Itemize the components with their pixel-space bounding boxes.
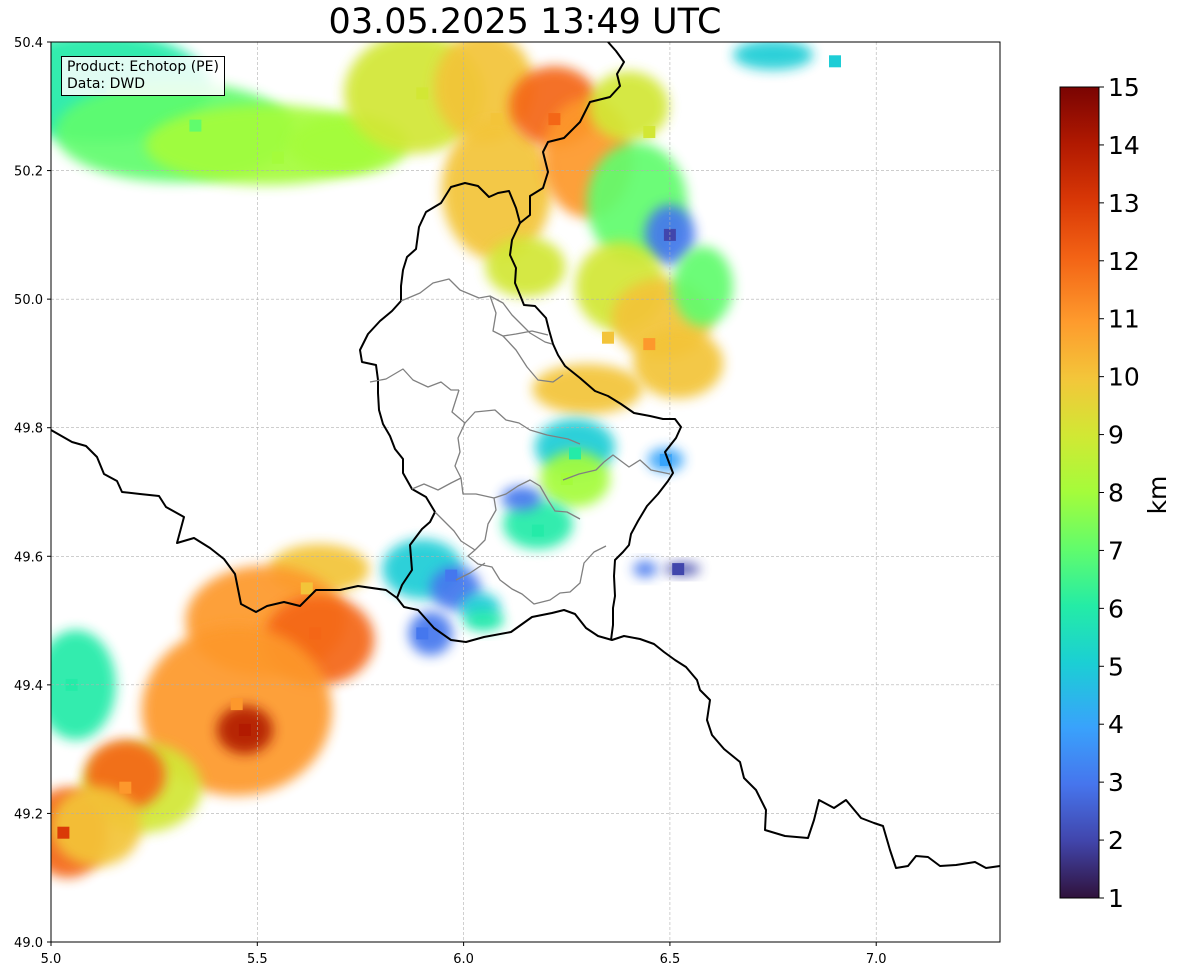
y-tick-label: 49.6 [14, 550, 43, 565]
echo-region [633, 561, 658, 578]
y-tick-label: 50.4 [14, 36, 43, 51]
colorbar-tick-label: 14 [1108, 131, 1140, 160]
echo-cell [548, 113, 561, 126]
region-border [411, 477, 462, 491]
country-border [519, 41, 625, 224]
echo-region [588, 71, 669, 142]
y-tick-label: 49.0 [14, 936, 43, 951]
region-border [562, 461, 605, 481]
colorbar-tick-label: 1 [1108, 884, 1124, 913]
echo-cell [672, 563, 685, 576]
echo-cell [416, 627, 429, 640]
colorbar-tick-label: 12 [1108, 247, 1140, 276]
echo-cell [119, 781, 132, 794]
region-border [502, 335, 564, 383]
echo-cell [271, 151, 284, 164]
colorbar-tick-label: 11 [1108, 305, 1140, 334]
country-border [50, 429, 1001, 869]
echo-cell [57, 826, 70, 839]
echo-cell [531, 524, 544, 537]
region-border [603, 454, 671, 475]
colorbar-tick-label: 2 [1108, 826, 1124, 855]
colorbar-tick-label: 3 [1108, 768, 1124, 797]
echo-cell [829, 55, 841, 68]
echo-cell [230, 698, 243, 711]
echo-region [672, 246, 733, 327]
axis-ticks: 5.0 5.5 6.0 6.5 7.0 49.0 49.2 49.4 49.6 49.8 50.0 5… [14, 36, 887, 967]
echo-region [485, 237, 566, 297]
x-tick-label: 6.5 [660, 952, 681, 967]
y-tick-label: 49.4 [14, 679, 43, 694]
colorbar [1059, 86, 1100, 899]
map-frame [50, 41, 1001, 943]
region-border [454, 422, 581, 520]
region-border [455, 562, 486, 581]
map-title: 03.05.2025 13:49 UTC [328, 2, 722, 42]
country-border [359, 182, 682, 641]
echo-cell [643, 126, 656, 138]
echo-cell [445, 569, 458, 582]
echo-cell [416, 87, 429, 100]
x-tick-label: 7.0 [866, 952, 887, 967]
echo-cell [189, 119, 202, 132]
colorbar-tick-label: 10 [1108, 363, 1140, 392]
x-tick-label: 5.5 [247, 952, 268, 967]
colorbar-tick-label: 7 [1108, 536, 1124, 565]
region-border [434, 511, 476, 551]
country-borders [50, 41, 1001, 869]
y-tick-label: 50.2 [14, 165, 43, 180]
echo-cell [643, 338, 656, 351]
data-source-text: Data: DWD [67, 76, 145, 92]
product-text: Product: Echotop (PE) [67, 59, 219, 75]
echo-region [633, 328, 724, 399]
colorbar-tick-label: 5 [1108, 652, 1124, 681]
echo-region [733, 42, 814, 70]
colorbar-label: km [1143, 476, 1172, 515]
colorbar-tick-label: 13 [1108, 189, 1140, 218]
x-tick-label: 6.0 [453, 952, 474, 967]
echo-region [501, 486, 542, 511]
y-tick-label: 50.0 [14, 293, 43, 308]
colorbar-tick-label: 8 [1108, 479, 1124, 508]
echo-cell [490, 113, 503, 126]
echo-cell [300, 582, 313, 595]
colorbar-tick-label: 4 [1108, 710, 1124, 739]
echo-cell [602, 331, 614, 344]
echo-region [441, 119, 552, 260]
colorbar-tick-label: 9 [1108, 421, 1124, 450]
echo-cell [238, 723, 251, 736]
x-tick-label: 5.0 [41, 952, 62, 967]
echo-region [464, 610, 505, 631]
colorbar-tick-label: 15 [1108, 73, 1140, 102]
echo-cell [309, 627, 322, 640]
echo-region [408, 611, 453, 656]
echo-cell [569, 447, 581, 460]
echo-region [51, 786, 142, 867]
region-border [467, 497, 607, 605]
y-tick-label: 49.8 [14, 422, 43, 437]
radar-echotop-layer [51, 42, 841, 878]
echo-region [540, 451, 610, 508]
colorbar-tick-label: 6 [1108, 594, 1124, 623]
region-border [489, 295, 549, 337]
echo-region [434, 42, 535, 142]
info-box: Product: Echotop (PE) Data: DWD [61, 56, 225, 96]
region-border [451, 389, 581, 445]
y-tick-label: 49.2 [14, 807, 43, 822]
region-border [369, 368, 459, 391]
